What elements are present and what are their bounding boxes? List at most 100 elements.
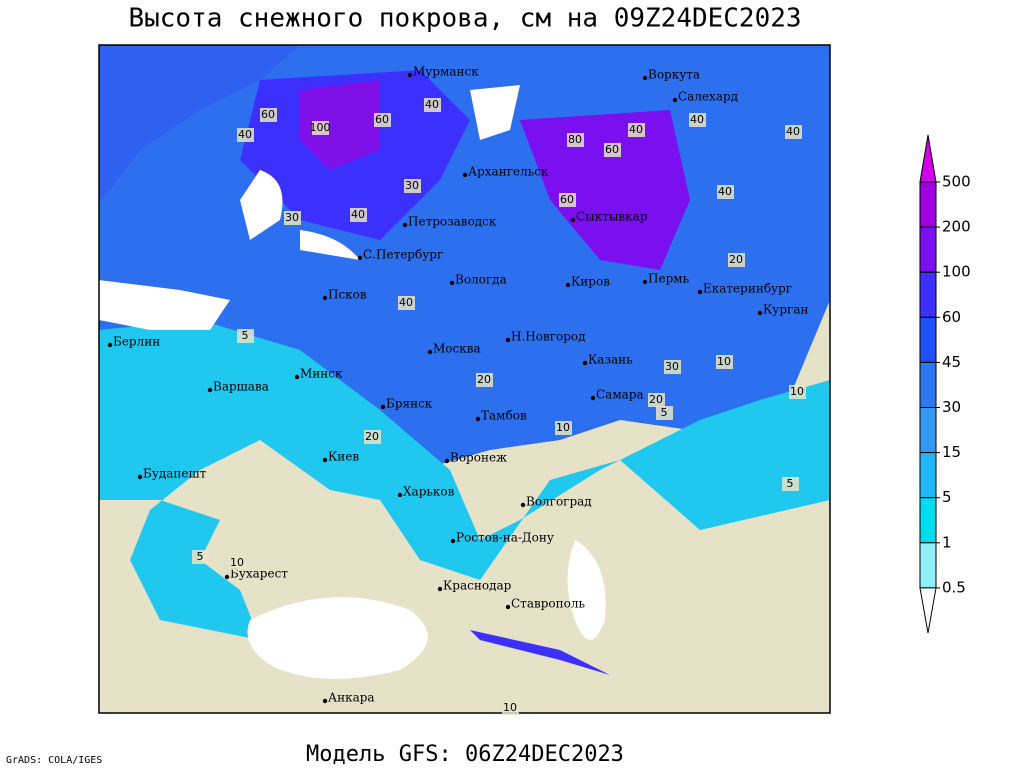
baltic-sea bbox=[240, 170, 360, 260]
contour-label: 5 bbox=[661, 406, 668, 419]
city-label: Псков bbox=[328, 288, 367, 302]
city-label: Архангельск bbox=[468, 165, 549, 179]
contour-label: 60 bbox=[560, 193, 574, 206]
city-dot bbox=[207, 387, 213, 393]
model-label: Модель GFS: 06Z24DEC2023 bbox=[306, 742, 624, 767]
city-dot bbox=[642, 75, 648, 81]
title: Высота снежного покрова, см на 09Z24DEC2… bbox=[128, 4, 801, 34]
city-label: Сыктывкар bbox=[576, 210, 648, 224]
city-label: Анкара bbox=[328, 691, 375, 705]
contour-label: 10 bbox=[717, 355, 731, 368]
sea bbox=[99, 280, 230, 330]
city-dot bbox=[449, 280, 455, 286]
city-dot bbox=[590, 395, 596, 401]
colorbar-box bbox=[919, 361, 937, 408]
city-label: Волгоград bbox=[526, 495, 592, 509]
city-label: Н.Новгород bbox=[511, 330, 586, 344]
contour-label-box bbox=[398, 296, 415, 310]
contour-label-box bbox=[260, 108, 277, 122]
city-dot bbox=[505, 337, 511, 343]
colorbar: 500 200 100 60 45 30 15 5 1 0.5 bbox=[919, 134, 971, 633]
colorbar-label: 60 bbox=[942, 308, 961, 326]
city-label: Варшава bbox=[213, 380, 269, 394]
colorbar-label: 200 bbox=[942, 218, 971, 236]
contour-label-box bbox=[424, 98, 441, 112]
colorbar-label: 15 bbox=[942, 443, 961, 461]
contour-label-box bbox=[559, 193, 576, 207]
contour-label-box bbox=[789, 385, 806, 399]
contour-label: 30 bbox=[405, 179, 419, 192]
contour-label-box bbox=[502, 701, 519, 715]
city-label: Мурманск bbox=[413, 65, 479, 79]
contour-label: 40 bbox=[425, 98, 439, 111]
city-dot bbox=[397, 492, 403, 498]
contour-label: 60 bbox=[261, 108, 275, 121]
city-dot bbox=[322, 457, 328, 463]
city-dot bbox=[462, 172, 468, 178]
city-label: Воронеж bbox=[450, 451, 507, 465]
city-dot bbox=[107, 342, 113, 348]
city-label: Киров bbox=[571, 275, 610, 289]
contour-label: 10 bbox=[230, 556, 244, 569]
very-deep-snow bbox=[300, 80, 380, 170]
city-label: Петрозаводск bbox=[408, 215, 497, 229]
contour-label: 5 bbox=[242, 329, 249, 342]
city-label: Будапешт bbox=[143, 467, 207, 481]
contour-label-box bbox=[555, 421, 572, 435]
city-label: Краснодар bbox=[443, 579, 512, 593]
contour-label: 40 bbox=[718, 185, 732, 198]
city-label: Киев bbox=[328, 450, 359, 464]
caspian-sea bbox=[567, 540, 606, 640]
contour-label: 20 bbox=[729, 253, 743, 266]
city-label: Вологда bbox=[455, 273, 507, 287]
city-dot bbox=[357, 255, 363, 261]
city-dot bbox=[570, 217, 576, 223]
contour-label: 5 bbox=[197, 550, 204, 563]
city-label: Казань bbox=[588, 353, 633, 367]
contour-label: 40 bbox=[351, 208, 365, 221]
colorbar-box bbox=[919, 497, 937, 544]
contour-label: 40 bbox=[238, 128, 252, 141]
city-label: Ростов-на-Дону bbox=[456, 531, 554, 545]
contour-label: 10 bbox=[556, 421, 570, 434]
city-label: Пермь bbox=[648, 272, 690, 286]
map-frame bbox=[98, 44, 831, 714]
city-dot bbox=[672, 97, 678, 103]
black-sea bbox=[247, 597, 428, 679]
city-label: Самара bbox=[596, 388, 644, 402]
city-label: Ставрополь bbox=[511, 597, 585, 611]
contour-label-box bbox=[237, 329, 254, 343]
colorbar-box bbox=[919, 271, 937, 318]
city-dot bbox=[697, 289, 703, 295]
snow-zone bbox=[99, 45, 300, 200]
city-dot bbox=[505, 604, 511, 610]
contour-label-box bbox=[785, 125, 802, 139]
city-label: Курган bbox=[763, 303, 808, 317]
map-labels: Мурманск Воркута Салехард Архангельск Сыктыв… bbox=[107, 65, 808, 715]
contour-label-box bbox=[648, 393, 665, 407]
contour-label-box bbox=[604, 143, 621, 157]
colorbar-label: 0.5 bbox=[942, 578, 966, 596]
contour-label: 100 bbox=[310, 121, 331, 134]
contour-label: 80 bbox=[568, 133, 582, 146]
contour-label-box bbox=[374, 113, 391, 127]
colorbar-box bbox=[919, 407, 937, 454]
contour-label-box bbox=[628, 123, 645, 137]
contour-label-box bbox=[364, 430, 381, 444]
white-sea bbox=[470, 85, 520, 140]
city-dot bbox=[444, 458, 450, 464]
city-dot bbox=[380, 404, 386, 410]
contour-label-box bbox=[664, 360, 681, 374]
contour-label: 10 bbox=[503, 701, 517, 714]
city-dot bbox=[427, 349, 433, 355]
credit: GrADS: COLA/IGES bbox=[6, 755, 102, 766]
colorbar-box bbox=[919, 542, 937, 589]
contour-label: 20 bbox=[649, 393, 663, 406]
contour-label-box bbox=[716, 355, 733, 369]
contour-label: 10 bbox=[790, 385, 804, 398]
colorbar-box bbox=[919, 181, 937, 228]
city-dot bbox=[642, 279, 648, 285]
contour-label: 60 bbox=[605, 143, 619, 156]
contour-label-box bbox=[229, 556, 246, 570]
contour-label: 40 bbox=[786, 125, 800, 138]
